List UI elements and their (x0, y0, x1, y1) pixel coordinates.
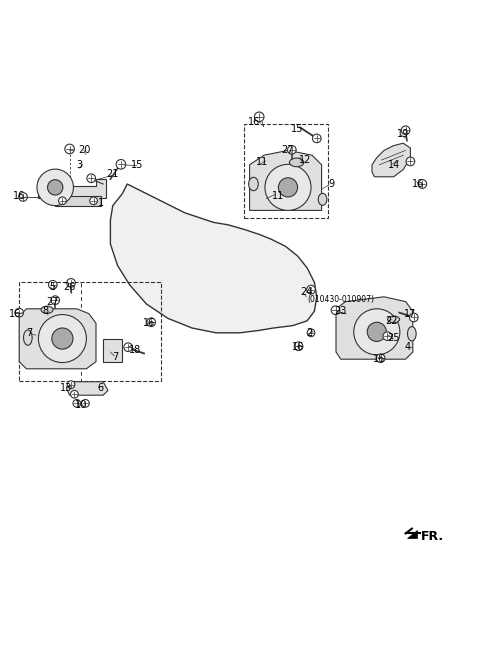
Circle shape (71, 390, 78, 398)
Text: 19: 19 (397, 129, 409, 138)
Circle shape (59, 197, 66, 205)
Text: 3: 3 (76, 160, 82, 170)
Text: 11: 11 (272, 191, 285, 201)
Ellipse shape (249, 177, 258, 191)
Text: 25: 25 (387, 333, 400, 342)
Text: 16: 16 (248, 117, 261, 127)
Circle shape (278, 178, 298, 197)
Polygon shape (372, 143, 410, 177)
Polygon shape (55, 196, 101, 205)
Polygon shape (38, 179, 106, 198)
Text: 2: 2 (306, 328, 313, 338)
Text: 11: 11 (255, 157, 268, 167)
Circle shape (67, 380, 75, 388)
Text: 15: 15 (291, 124, 304, 134)
Text: 5: 5 (48, 282, 55, 292)
Text: 15: 15 (131, 160, 143, 170)
Circle shape (15, 308, 24, 317)
Text: 4: 4 (405, 342, 411, 352)
Text: 24: 24 (300, 287, 312, 297)
Text: 6: 6 (98, 383, 104, 393)
Text: 27: 27 (282, 146, 294, 155)
Ellipse shape (24, 330, 32, 345)
Polygon shape (336, 297, 413, 359)
Circle shape (354, 309, 400, 355)
Bar (19, 282, 161, 380)
Text: 18: 18 (129, 344, 142, 355)
Circle shape (19, 193, 27, 201)
Polygon shape (250, 150, 322, 211)
Bar (103, 338, 122, 361)
Text: 16: 16 (143, 318, 155, 328)
Circle shape (116, 159, 126, 169)
Ellipse shape (387, 316, 399, 323)
Circle shape (147, 318, 156, 327)
Text: 16: 16 (9, 308, 22, 319)
Circle shape (51, 296, 60, 304)
Circle shape (418, 180, 427, 188)
Circle shape (254, 112, 264, 121)
Ellipse shape (41, 306, 53, 314)
Circle shape (48, 180, 63, 195)
Circle shape (294, 342, 303, 350)
Circle shape (367, 322, 386, 341)
Circle shape (67, 279, 75, 287)
Text: 16: 16 (373, 354, 385, 364)
Circle shape (124, 343, 132, 352)
Circle shape (65, 144, 74, 154)
Polygon shape (407, 529, 417, 538)
Circle shape (265, 164, 311, 211)
Bar (244, 124, 328, 218)
Ellipse shape (289, 158, 304, 167)
Text: 16: 16 (411, 179, 424, 189)
Text: 10: 10 (74, 400, 87, 410)
Text: FR.: FR. (420, 530, 444, 543)
Text: 14: 14 (387, 160, 400, 170)
Text: 9: 9 (328, 179, 334, 189)
Text: 16: 16 (13, 191, 25, 201)
Text: 21: 21 (107, 169, 119, 179)
Text: 22: 22 (385, 316, 397, 326)
Text: 16: 16 (291, 342, 304, 352)
Text: 1: 1 (98, 198, 104, 208)
Circle shape (307, 285, 315, 294)
Text: 7: 7 (112, 352, 119, 362)
Text: 26: 26 (63, 282, 76, 292)
Circle shape (52, 328, 73, 349)
Circle shape (383, 332, 392, 340)
Text: 17: 17 (404, 308, 417, 319)
Text: (010430-010907): (010430-010907) (307, 295, 374, 304)
Ellipse shape (318, 194, 327, 205)
Text: 12: 12 (299, 155, 311, 165)
Polygon shape (19, 309, 96, 369)
Circle shape (87, 174, 96, 182)
Polygon shape (66, 382, 108, 395)
Text: 8: 8 (43, 306, 48, 316)
Circle shape (48, 281, 57, 289)
Text: 13: 13 (60, 383, 72, 393)
Circle shape (312, 134, 321, 143)
Polygon shape (110, 184, 317, 333)
Circle shape (73, 400, 81, 407)
Text: 7: 7 (26, 328, 33, 338)
Circle shape (376, 354, 385, 363)
Circle shape (409, 313, 418, 321)
Circle shape (401, 126, 410, 134)
Circle shape (331, 306, 340, 315)
Circle shape (307, 329, 315, 337)
Ellipse shape (408, 327, 416, 341)
Text: 20: 20 (78, 146, 90, 155)
Circle shape (288, 146, 296, 154)
Circle shape (37, 169, 73, 205)
Circle shape (82, 400, 89, 407)
Circle shape (406, 157, 415, 166)
Text: 27: 27 (47, 297, 59, 306)
Text: 23: 23 (335, 306, 347, 316)
Circle shape (90, 197, 97, 205)
Circle shape (38, 315, 86, 363)
